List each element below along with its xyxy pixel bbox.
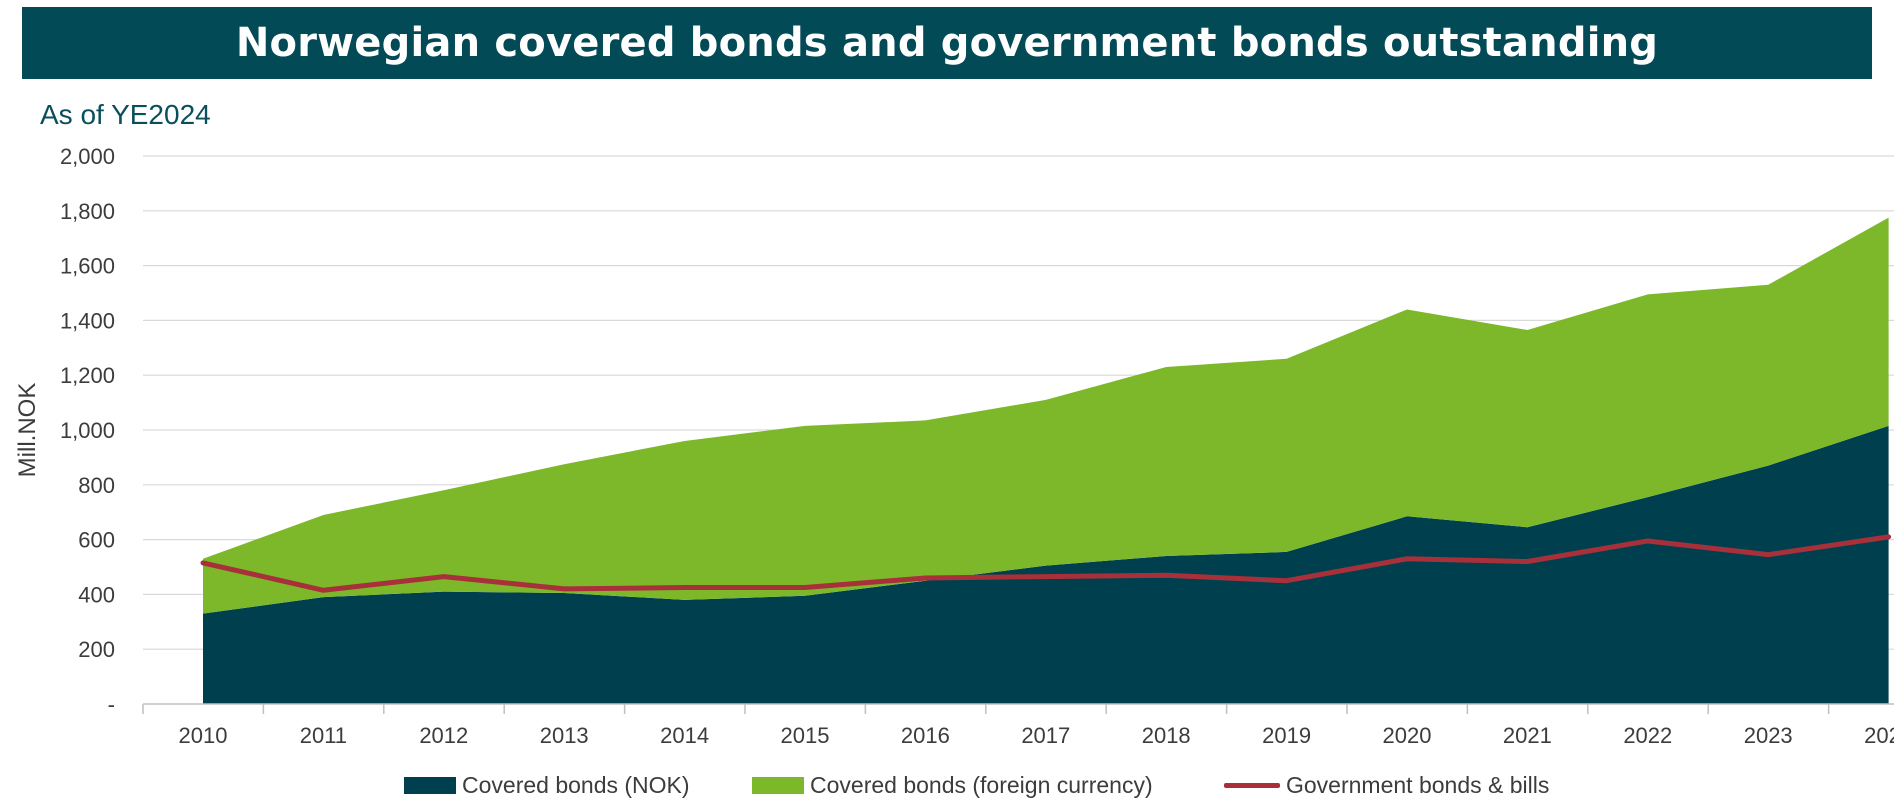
y-tick-label: 800 (78, 473, 115, 498)
chart-subtitle: As of YE2024 (40, 99, 211, 130)
y-tick-label: 1,800 (60, 199, 115, 224)
chart-plot: - 200 400 600 800 1,000 1,200 1,400 1,600 1,800 2,… (14, 144, 1894, 748)
x-tick-label: 2010 (179, 723, 228, 748)
legend: Covered bonds (NOK) Covered bonds (forei… (0, 772, 1894, 804)
y-tick-label: 1,200 (60, 363, 115, 388)
y-tick-label: 2,000 (60, 144, 115, 169)
y-tick-label: 1,400 (60, 308, 115, 333)
x-tick-labels: 2010 2011 2012 2013 2014 2015 2016 2017 2018 2019… (179, 723, 1894, 748)
x-tick-label: 2016 (901, 723, 950, 748)
area-covered-bonds-foreign (203, 217, 1889, 614)
chart-title: Norwegian covered bonds and government b… (235, 20, 1659, 66)
area-covered-bonds-nok (203, 425, 1889, 704)
x-tick-label: 2021 (1503, 723, 1552, 748)
x-tick-label: 2018 (1142, 723, 1191, 748)
y-tick-label: 600 (78, 528, 115, 553)
x-tick-label: 2015 (781, 723, 830, 748)
legend-item-foreign: Covered bonds (foreign currency) (752, 772, 1153, 799)
line-government-bonds (200, 534, 1892, 593)
legend-label-nok: Covered bonds (NOK) (462, 772, 690, 798)
x-tick-label: 2014 (660, 723, 709, 748)
x-tick-label: 2020 (1383, 723, 1432, 748)
legend-swatch-foreign (752, 777, 804, 794)
area-series (203, 217, 1889, 704)
x-tick-label: 2022 (1623, 723, 1672, 748)
legend-swatch-gov (1224, 783, 1280, 788)
y-tick-label: 1,600 (60, 254, 115, 279)
x-tick-label: 2011 (300, 723, 347, 748)
y-tick-label: 1,000 (60, 418, 115, 443)
x-tick-label: 2023 (1744, 723, 1793, 748)
chart-title-bar: Norwegian covered bonds and government b… (22, 7, 1872, 79)
legend-label-foreign: Covered bonds (foreign currency) (810, 772, 1153, 798)
x-tick-label: 2017 (1021, 723, 1070, 748)
y-tick-label: 200 (78, 637, 115, 662)
legend-label-gov: Government bonds & bills (1286, 772, 1550, 798)
legend-swatch-nok (404, 777, 456, 794)
x-tick-label: 2024 (1864, 723, 1894, 748)
legend-item-nok: Covered bonds (NOK) (404, 772, 690, 799)
legend-item-gov: Government bonds & bills (1224, 772, 1549, 799)
y-axis-label: Mill.NOK (14, 383, 41, 478)
x-tick-label: 2012 (419, 723, 468, 748)
line-series (200, 534, 1892, 593)
x-tick-label: 2013 (540, 723, 589, 748)
y-tick-labels: - 200 400 600 800 1,000 1,200 1,400 1,600 1,800 2,… (60, 144, 115, 717)
axes (142, 703, 1894, 714)
y-tick-label: - (108, 692, 115, 717)
x-tick-label: 2019 (1262, 723, 1311, 748)
y-tick-label: 400 (78, 582, 115, 607)
